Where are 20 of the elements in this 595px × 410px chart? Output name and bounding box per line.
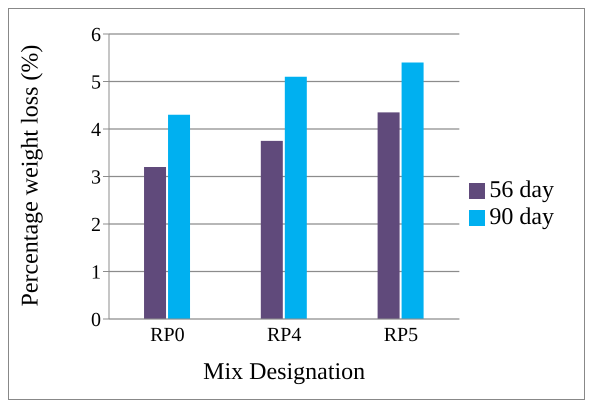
legend-label: 90 day	[489, 204, 554, 230]
bar	[284, 76, 307, 319]
bar	[168, 114, 190, 319]
y-tick-label: 3	[91, 166, 101, 189]
bar	[378, 112, 400, 319]
y-tick-label: 4	[91, 119, 101, 142]
bar	[144, 167, 166, 319]
y-tick-label: 1	[91, 262, 101, 284]
legend-label: 56 day	[489, 177, 554, 203]
bar	[260, 140, 283, 319]
x-tick-label: RP0	[150, 324, 185, 346]
y-tick-label: 6	[91, 24, 101, 46]
x-tick-label: RP5	[384, 324, 418, 346]
y-tick-label: 0	[91, 309, 101, 332]
bar	[402, 62, 424, 319]
y-tick-label: 2	[91, 214, 101, 236]
y-tick-label: 5	[91, 72, 101, 94]
x-axis-title: Mix Designation	[203, 359, 366, 385]
y-axis-title: Percentage weight loss (%)	[18, 44, 44, 306]
x-tick-label: RP4	[266, 324, 302, 346]
